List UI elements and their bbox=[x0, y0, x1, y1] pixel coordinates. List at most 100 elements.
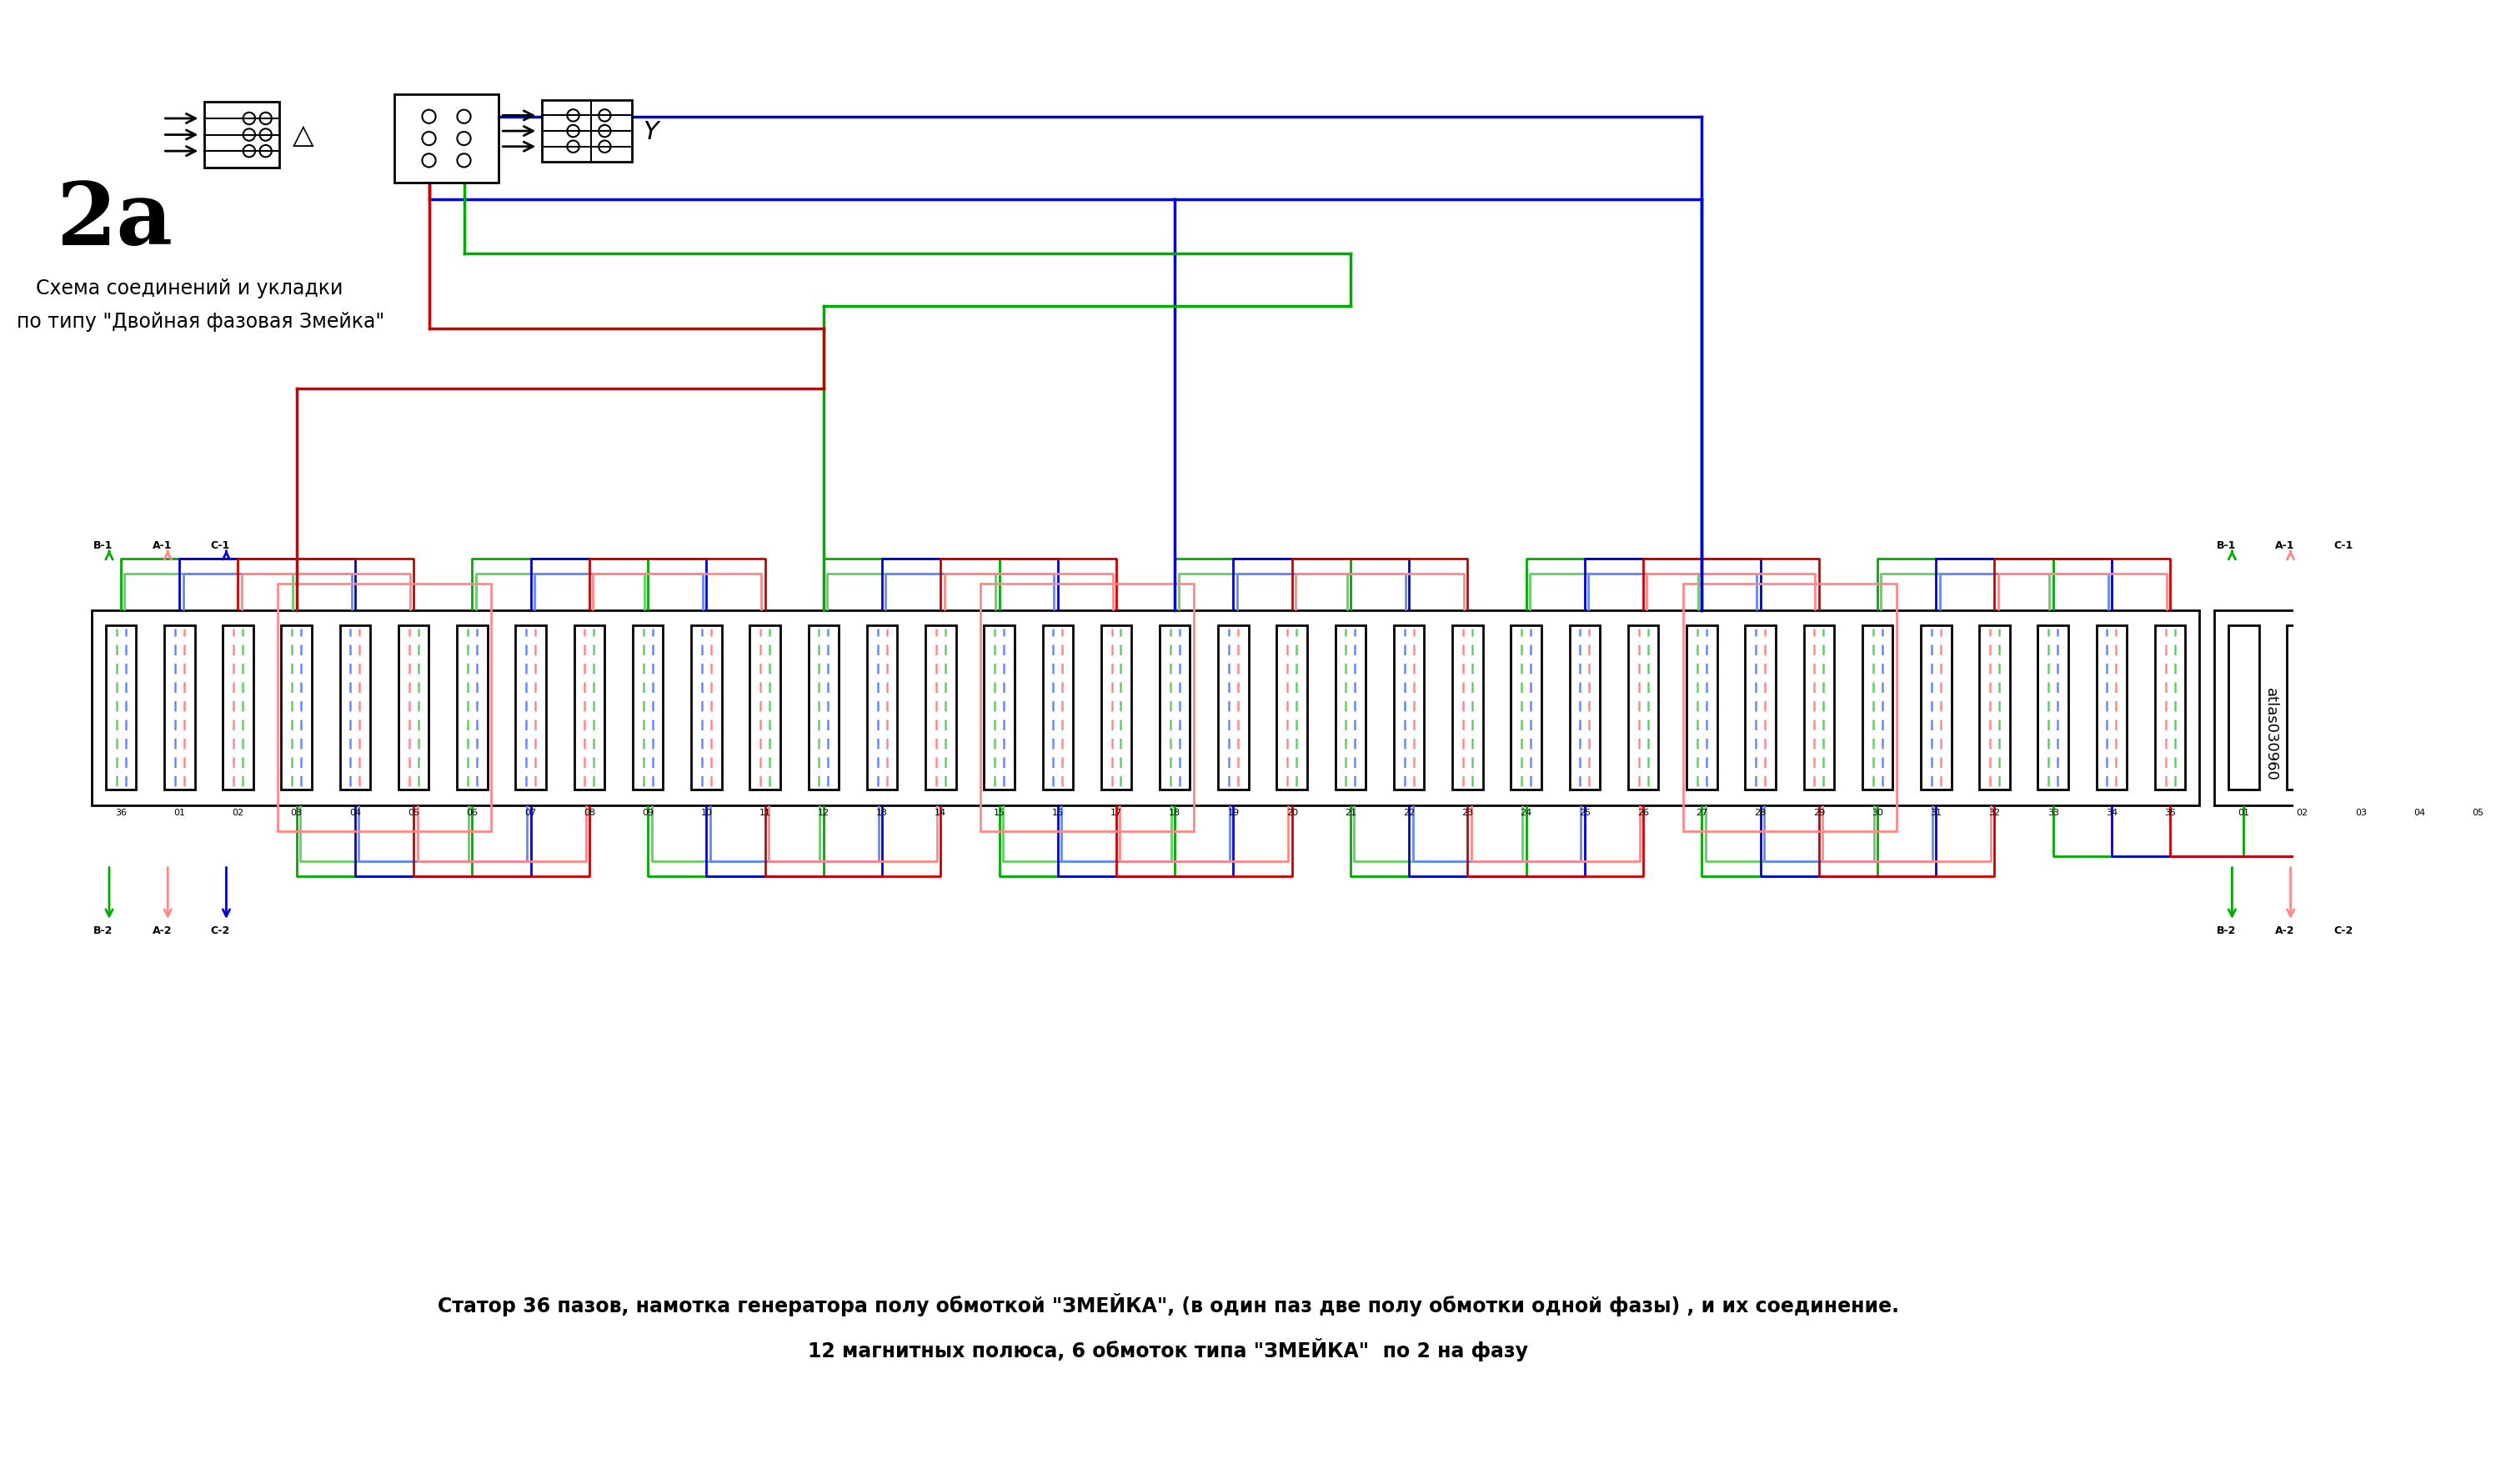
Text: 04: 04 bbox=[350, 809, 360, 816]
Bar bbox=[93, 610, 2198, 806]
Text: 28: 28 bbox=[1753, 809, 1766, 816]
Text: A-2: A-2 bbox=[153, 926, 173, 936]
Text: 27: 27 bbox=[1696, 809, 1708, 816]
Bar bbox=[1453, 626, 1483, 789]
Bar bbox=[395, 95, 498, 183]
Bar bbox=[868, 626, 898, 789]
Text: 05: 05 bbox=[2471, 809, 2483, 816]
Bar bbox=[2096, 626, 2126, 789]
Text: atlas030960: atlas030960 bbox=[2263, 687, 2278, 781]
Text: 03: 03 bbox=[290, 809, 303, 816]
Text: 04: 04 bbox=[2413, 809, 2426, 816]
Text: 02: 02 bbox=[2296, 809, 2308, 816]
Text: 35: 35 bbox=[2163, 809, 2176, 816]
Bar bbox=[2403, 626, 2433, 789]
Text: по типу "Двойная фазовая Змейка": по типу "Двойная фазовая Змейка" bbox=[18, 312, 385, 332]
Bar bbox=[1746, 626, 1776, 789]
Bar bbox=[2286, 626, 2318, 789]
Text: 03: 03 bbox=[2356, 809, 2366, 816]
Bar bbox=[1160, 626, 1190, 789]
Bar bbox=[165, 626, 195, 789]
Text: 11: 11 bbox=[760, 809, 770, 816]
Bar bbox=[205, 102, 280, 168]
Bar bbox=[1100, 626, 1130, 789]
Bar bbox=[2038, 626, 2068, 789]
Bar bbox=[690, 626, 723, 789]
Text: 07: 07 bbox=[525, 809, 538, 816]
Text: A-2: A-2 bbox=[2276, 926, 2293, 936]
Text: A-1: A-1 bbox=[153, 540, 173, 551]
Text: 12 магнитных полюса, 6 обмоток типа "ЗМЕЙКА"  по 2 на фазу: 12 магнитных полюса, 6 обмоток типа "ЗМЕ… bbox=[808, 1337, 1528, 1361]
Text: 22: 22 bbox=[1403, 809, 1416, 816]
Text: Схема соединений и укладки: Схема соединений и укладки bbox=[35, 278, 343, 298]
Bar bbox=[1921, 626, 1951, 789]
Bar bbox=[1628, 626, 1658, 789]
Text: 09: 09 bbox=[643, 809, 653, 816]
Text: B-1: B-1 bbox=[93, 540, 113, 551]
Bar bbox=[2213, 610, 2501, 806]
Bar bbox=[223, 626, 253, 789]
Bar bbox=[980, 585, 1193, 831]
Text: B-1: B-1 bbox=[2216, 540, 2236, 551]
Text: 17: 17 bbox=[1110, 809, 1123, 816]
Text: 02: 02 bbox=[233, 809, 245, 816]
Bar bbox=[808, 626, 838, 789]
Text: △: △ bbox=[293, 122, 315, 150]
Text: 06: 06 bbox=[465, 809, 478, 816]
Text: 01: 01 bbox=[173, 809, 185, 816]
Text: 33: 33 bbox=[2048, 809, 2058, 816]
Bar bbox=[280, 626, 313, 789]
Text: B-2: B-2 bbox=[2216, 926, 2236, 936]
Text: 19: 19 bbox=[1228, 809, 1240, 816]
Bar bbox=[750, 626, 780, 789]
Text: 10: 10 bbox=[700, 809, 713, 816]
Text: 34: 34 bbox=[2106, 809, 2118, 816]
Bar bbox=[1683, 585, 1896, 831]
Bar bbox=[633, 626, 663, 789]
Text: 32: 32 bbox=[1988, 809, 2001, 816]
Bar bbox=[2463, 626, 2493, 789]
Bar bbox=[2228, 626, 2258, 789]
Bar bbox=[2156, 626, 2186, 789]
Text: 05: 05 bbox=[408, 809, 420, 816]
Bar bbox=[1863, 626, 1893, 789]
Bar bbox=[1218, 626, 1248, 789]
Text: 08: 08 bbox=[583, 809, 595, 816]
Text: A-1: A-1 bbox=[2276, 540, 2293, 551]
Text: 23: 23 bbox=[1461, 809, 1473, 816]
Text: 2a: 2a bbox=[55, 178, 173, 263]
Bar bbox=[1393, 626, 1423, 789]
Bar bbox=[515, 626, 545, 789]
Bar bbox=[1686, 626, 1718, 789]
Text: Статор 36 пазов, намотка генератора полу обмоткой "ЗМЕЙКА", (в один паз две полу: Статор 36 пазов, намотка генератора полу… bbox=[438, 1293, 1898, 1316]
Text: C-1: C-1 bbox=[2333, 540, 2353, 551]
Text: B-2: B-2 bbox=[93, 926, 113, 936]
Bar bbox=[925, 626, 955, 789]
Bar bbox=[1336, 626, 1366, 789]
Text: Y: Y bbox=[643, 120, 658, 144]
Text: 13: 13 bbox=[875, 809, 888, 816]
Bar bbox=[1276, 626, 1308, 789]
Text: C-2: C-2 bbox=[210, 926, 230, 936]
Bar bbox=[458, 626, 488, 789]
Text: 12: 12 bbox=[818, 809, 830, 816]
Bar bbox=[398, 626, 428, 789]
Bar bbox=[983, 626, 1015, 789]
Text: 21: 21 bbox=[1346, 809, 1356, 816]
Bar bbox=[1803, 626, 1833, 789]
Text: 20: 20 bbox=[1286, 809, 1298, 816]
Text: 36: 36 bbox=[115, 809, 128, 816]
Text: C-1: C-1 bbox=[210, 540, 230, 551]
Text: 24: 24 bbox=[1521, 809, 1533, 816]
Text: 31: 31 bbox=[1931, 809, 1941, 816]
Text: 01: 01 bbox=[2238, 809, 2248, 816]
Bar bbox=[2346, 626, 2376, 789]
Text: 16: 16 bbox=[1053, 809, 1063, 816]
Text: 25: 25 bbox=[1578, 809, 1591, 816]
Text: 15: 15 bbox=[993, 809, 1005, 816]
Bar bbox=[1571, 626, 1601, 789]
Text: 29: 29 bbox=[1813, 809, 1826, 816]
Bar bbox=[1043, 626, 1073, 789]
Bar bbox=[1511, 626, 1541, 789]
Bar bbox=[543, 101, 633, 163]
